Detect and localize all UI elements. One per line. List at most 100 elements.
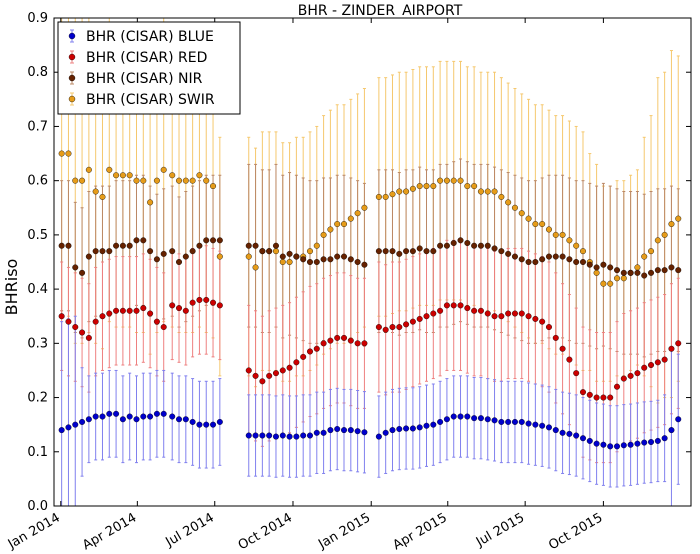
data-point [113, 307, 120, 314]
data-point [396, 188, 403, 195]
data-point [600, 280, 607, 287]
data-point [675, 267, 682, 274]
plot-area [58, 18, 682, 506]
data-point [85, 166, 92, 173]
x-tick-label: Jan 2014 [5, 510, 63, 552]
data-point [182, 177, 189, 184]
data-point [457, 237, 464, 244]
data-point [627, 441, 634, 448]
data-point [661, 267, 668, 274]
data-point [450, 302, 457, 309]
data-point [607, 394, 614, 401]
data-point [79, 418, 86, 425]
data-point [382, 326, 389, 333]
x-tick-label: Apr 2015 [391, 510, 450, 553]
data-point [99, 413, 106, 420]
legend-marker [68, 95, 76, 103]
data-point [327, 226, 334, 233]
data-point [437, 242, 444, 249]
data-point [293, 253, 300, 260]
data-point [182, 253, 189, 260]
data-point [147, 248, 154, 255]
data-point [396, 324, 403, 331]
data-point [593, 269, 600, 276]
data-point [566, 430, 573, 437]
data-point [85, 253, 92, 260]
data-point [525, 420, 532, 427]
data-point [654, 237, 661, 244]
data-point [389, 427, 396, 434]
series-2-points [58, 237, 682, 279]
data-point [65, 424, 72, 431]
data-point [354, 340, 361, 347]
data-point [245, 242, 252, 249]
y-tick-label: 0.0 [27, 499, 48, 514]
data-point [126, 242, 133, 249]
data-point [430, 183, 437, 190]
data-point [119, 172, 126, 179]
data-point [266, 432, 273, 439]
data-point [279, 367, 286, 374]
data-point [113, 172, 120, 179]
data-point [409, 185, 416, 192]
data-point [423, 313, 430, 320]
data-point [409, 318, 416, 325]
data-point [126, 172, 133, 179]
data-point [160, 324, 167, 331]
data-point [341, 253, 348, 260]
series-1-points [58, 296, 682, 401]
data-point [505, 310, 512, 317]
data-point [176, 305, 183, 312]
data-point [634, 370, 641, 377]
data-point [443, 242, 450, 249]
data-point [182, 416, 189, 423]
data-point [279, 259, 286, 266]
data-point [620, 375, 627, 382]
data-point [382, 193, 389, 200]
data-point [389, 248, 396, 255]
data-point [286, 259, 293, 266]
data-point [579, 259, 586, 266]
data-point [327, 337, 334, 344]
data-point [579, 248, 586, 255]
data-point [334, 253, 341, 260]
data-point [648, 362, 655, 369]
data-point [498, 313, 505, 320]
data-point [614, 267, 621, 274]
data-point [169, 413, 176, 420]
data-point [182, 307, 189, 314]
data-point [252, 264, 259, 271]
data-point [668, 264, 675, 271]
data-point [133, 237, 140, 244]
data-point [484, 188, 491, 195]
data-point [545, 424, 552, 431]
data-point [518, 418, 525, 425]
data-point [389, 324, 396, 331]
data-point [375, 248, 382, 255]
data-point [409, 425, 416, 432]
data-point [464, 413, 471, 420]
data-point [153, 318, 160, 325]
data-point [579, 435, 586, 442]
data-point [614, 275, 621, 282]
data-point [437, 177, 444, 184]
data-point [203, 421, 210, 428]
data-point [511, 418, 518, 425]
data-point [334, 334, 341, 341]
data-point [648, 269, 655, 276]
data-point [252, 432, 259, 439]
data-point [99, 193, 106, 200]
series-2-errorbars [60, 158, 680, 358]
x-tick-label: Apr 2014 [80, 510, 139, 553]
data-point [552, 334, 559, 341]
data-point [203, 296, 210, 303]
data-point [648, 248, 655, 255]
data-point [341, 334, 348, 341]
data-point [106, 166, 113, 173]
data-point [443, 177, 450, 184]
data-point [559, 429, 566, 436]
data-point [593, 440, 600, 447]
x-tick-label: Jan 2015 [315, 510, 373, 552]
data-point [65, 242, 72, 249]
